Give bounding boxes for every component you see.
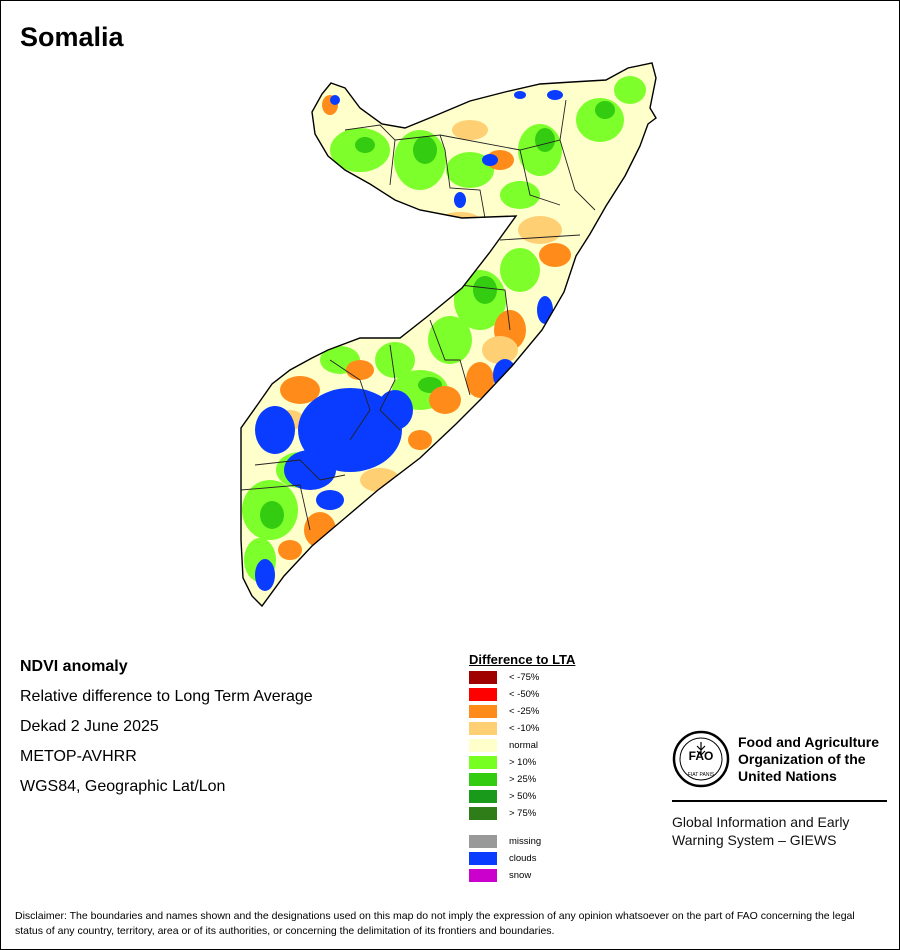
fao-logo: FAO FIAT PANIS [672, 730, 730, 788]
legend-swatch [469, 722, 497, 735]
organization-name: Food and Agriculture Organization of the… [738, 734, 880, 784]
product-sensor: METOP-AVHRR [20, 748, 137, 765]
legend-label: > 10% [509, 757, 537, 768]
legend-swatch [469, 869, 497, 882]
legend-label: < -75% [509, 672, 540, 683]
legend-item: > 50% [469, 790, 589, 804]
product-projection: WGS84, Geographic Lat/Lon [20, 778, 226, 795]
ndvi-raster [241, 63, 656, 606]
legend-label: missing [509, 836, 542, 847]
country-outline [240, 62, 657, 608]
legend-swatch [469, 852, 497, 865]
legend-swatch [469, 739, 497, 752]
legend-label: > 75% [509, 808, 537, 819]
legend-label: clouds [509, 853, 537, 864]
legend-swatch [469, 790, 497, 803]
legend-item: clouds [469, 852, 589, 866]
legend-label: snow [509, 870, 532, 881]
legend-item: < -25% [469, 705, 589, 719]
legend-label: < -25% [509, 706, 540, 717]
legend-label: > 50% [509, 791, 537, 802]
legend: Difference to LTA < -75% < -50% < -25% < -1… [469, 652, 576, 882]
legend-swatch [469, 705, 497, 718]
legend-swatch [469, 807, 497, 820]
fao-divider [672, 800, 887, 802]
legend-label: < -10% [509, 723, 540, 734]
somalia-ndvi-map [240, 62, 657, 608]
map-info: NDVI anomaly Relative difference to Long… [20, 657, 313, 807]
legend-item: normal [469, 739, 589, 753]
map-title: Somalia [20, 22, 124, 52]
disclaimer: Disclaimer: The boundaries and names sho… [15, 910, 855, 937]
legend-item: < -50% [469, 688, 589, 702]
legend-label: < -50% [509, 689, 540, 700]
product-name: NDVI anomaly [20, 658, 128, 675]
legend-item: > 25% [469, 773, 589, 787]
legend-item: > 75% [469, 807, 589, 821]
fao-logo-motto: FIAT PANIS [688, 772, 715, 778]
legend-label: normal [509, 740, 539, 751]
legend-swatch [469, 835, 497, 848]
legend-item: > 10% [469, 756, 589, 770]
legend-label: > 25% [509, 774, 537, 785]
legend-swatch [469, 773, 497, 786]
program-name: Global Information and Early Warning Sys… [672, 814, 850, 848]
product-period: Dekad 2 June 2025 [20, 718, 159, 735]
legend-title: Difference to LTA [469, 652, 576, 667]
legend-swatch [469, 756, 497, 769]
legend-item: < -75% [469, 671, 589, 685]
product-description: Relative difference to Long Term Average [20, 688, 313, 705]
legend-item: < -10% [469, 722, 589, 736]
legend-swatch [469, 671, 497, 684]
legend-swatch [469, 688, 497, 701]
legend-item: snow [469, 869, 589, 883]
legend-item: missing [469, 835, 589, 849]
